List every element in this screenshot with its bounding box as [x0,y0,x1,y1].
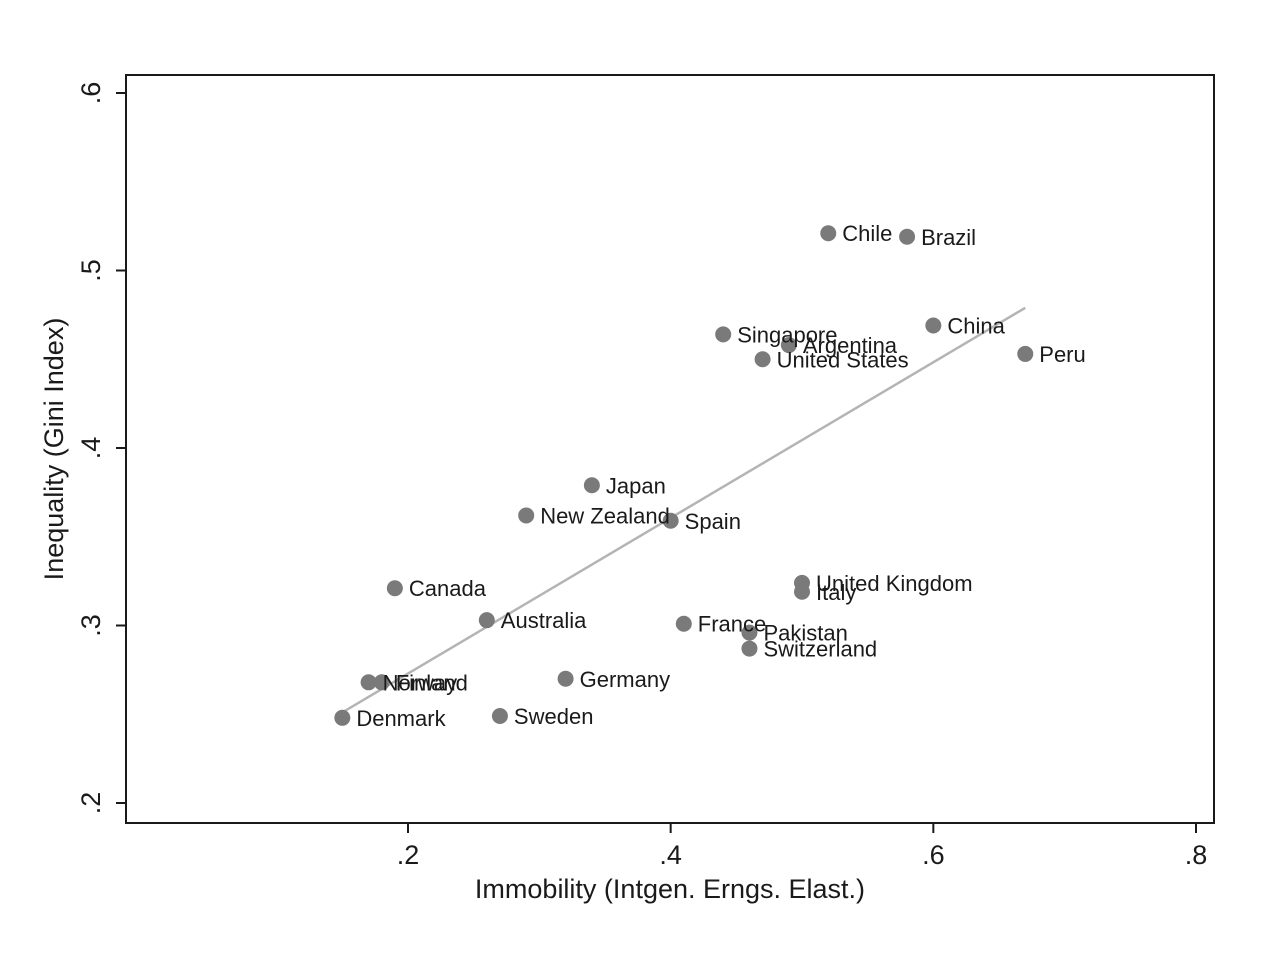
data-label: Argentina [803,333,898,358]
data-point [780,337,797,354]
data-label: New Zealand [540,503,670,528]
data-label: Chile [842,221,892,246]
y-tick-label: .6 [76,82,106,105]
data-point [386,580,403,597]
data-point [794,583,810,600]
data-point [360,674,377,691]
data-label: Spain [685,509,741,534]
y-tick-label: .3 [76,614,106,637]
fitted-line [341,306,1026,714]
data-point [715,326,732,343]
data-point [491,708,508,725]
data-labels: Chile BrazilChinaSingaporeArgentinaUnited… [356,221,1085,731]
x-tick-label: .2 [397,840,420,870]
y-tick-label: .4 [76,437,106,460]
data-label: Singapore [737,322,837,347]
data-point [741,640,758,657]
data-point [373,674,390,691]
data-label: Peru [1039,342,1085,367]
data-point [518,507,535,524]
x-tick-label: .6 [922,840,945,870]
data-point [334,709,351,726]
data-point [899,228,916,245]
data-label: Norway [383,670,458,695]
data-label: Denmark [356,706,446,731]
data-label: Japan [606,473,666,498]
data-label: United States [777,347,909,372]
x-axis-title: Immobility (Intgen. Erngs. Elast.) [475,874,865,904]
data-point [478,612,495,629]
plot-frame [125,74,1215,824]
data-point [662,512,679,529]
data-point [557,670,574,687]
data-label: Pakistan [763,621,847,646]
data-point [1017,345,1034,362]
data-label: Australia [501,608,587,633]
y-tick-label: .2 [76,792,106,815]
data-point [583,477,600,494]
data-point [741,624,758,641]
data-label: France [698,612,766,637]
data-label: Finland [396,670,468,695]
data-label: Switzerland [763,637,877,662]
data-label: China [947,314,1005,339]
data-points [334,225,1034,726]
data-label: Canada [409,576,487,601]
data-label: Italy [816,580,856,605]
data-point [925,317,942,334]
data-label: Brazil [921,225,976,250]
data-point [754,351,771,368]
y-axis: .2 .3 .4 .5 .6 [76,82,126,815]
y-axis-title: Inequality (Gini Index) [39,318,69,581]
data-point [820,225,837,242]
data-label: Sweden [514,704,594,729]
x-axis: .2 .4 .6 .8 [397,823,1208,870]
data-label: Germany [580,667,670,692]
x-tick-label: .4 [659,840,682,870]
data-point [675,615,692,632]
y-tick-label: .5 [76,259,106,282]
x-tick-label: .8 [1185,840,1208,870]
data-label: United Kingdom [816,571,973,596]
